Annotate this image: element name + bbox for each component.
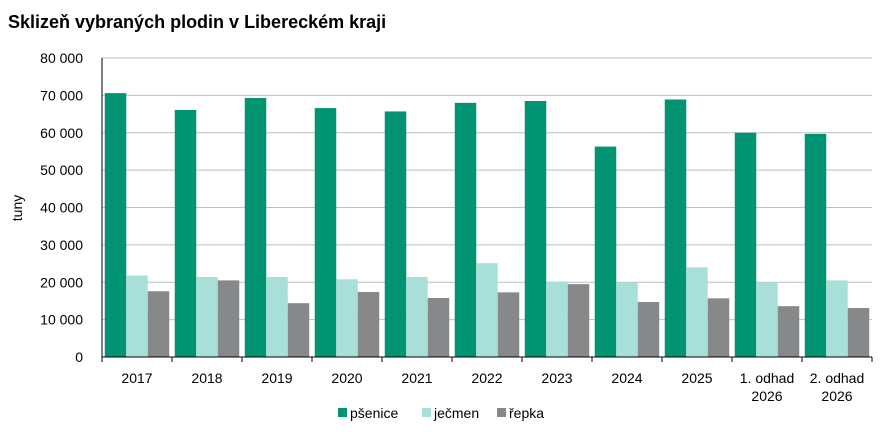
y-tick-label: 50 000	[40, 162, 83, 178]
bar-repka	[707, 298, 730, 357]
bar-repka	[357, 291, 380, 357]
bar-jecmen	[616, 282, 638, 357]
legend-label: ječmen	[433, 405, 479, 421]
y-tick-label: 20 000	[40, 274, 83, 290]
bar-jecmen	[686, 267, 708, 357]
x-tick-label: 2025	[681, 370, 712, 386]
legend: pšenice ječmen řepka	[338, 405, 544, 421]
bar-psenice	[244, 97, 267, 358]
bar-repka	[497, 292, 520, 357]
bar-repka	[427, 297, 450, 357]
x-tick-label: 2023	[541, 370, 572, 386]
bar-psenice	[664, 99, 687, 357]
legend-swatch	[497, 408, 506, 417]
bar-repka	[637, 302, 660, 357]
legend-label: řepka	[509, 405, 544, 421]
bar-repka	[147, 291, 170, 357]
x-tick-label: 2024	[611, 370, 642, 386]
bar-psenice	[524, 100, 547, 357]
x-tick-label: 2020	[331, 370, 362, 386]
legend-swatch	[338, 408, 347, 417]
y-tick-label: 10 000	[40, 312, 83, 328]
x-tick-label: 2019	[261, 370, 292, 386]
bar-repka	[847, 308, 870, 357]
bar-psenice	[594, 146, 617, 357]
bar-psenice	[454, 102, 477, 357]
bar-psenice	[174, 109, 197, 357]
y-tick-label: 60 000	[40, 125, 83, 141]
bar-psenice	[734, 132, 757, 357]
y-tick-label: 70 000	[40, 87, 83, 103]
y-tick-label: 40 000	[40, 200, 83, 216]
y-tick-label: 30 000	[40, 237, 83, 253]
x-tick-label: 2. odhad 2026	[810, 370, 865, 404]
bar-repka	[217, 280, 240, 357]
bar-repka	[777, 306, 800, 357]
bar-jecmen	[126, 275, 148, 357]
y-tick-labels: 0 10 000 20 000 30 000 40 000 50 000 60 000 70 …	[40, 50, 83, 365]
y-axis-label: tuny	[9, 195, 25, 221]
bar-jecmen	[336, 279, 358, 357]
legend-swatch	[422, 408, 431, 417]
bar-jecmen	[826, 280, 848, 357]
bar-jecmen	[196, 277, 218, 357]
bar-psenice	[314, 108, 337, 358]
bar-psenice	[104, 93, 127, 357]
bar-jecmen	[756, 282, 778, 357]
bar-psenice	[384, 111, 407, 357]
x-tick-label: 2017	[121, 370, 152, 386]
x-tick-label: 2021	[401, 370, 432, 386]
axes	[101, 58, 873, 362]
x-tick-label: 1. odhad 2026	[740, 370, 795, 404]
x-tick-label: 2022	[471, 370, 502, 386]
bar-repka	[287, 303, 310, 357]
legend-label: pšenice	[350, 405, 398, 421]
x-tick-labels: 2017 2018 2019 2020 2021 2022 2023 2024 2025 1. o…	[121, 370, 864, 404]
y-tick-label: 80 000	[40, 50, 83, 66]
bar-jecmen	[406, 277, 428, 357]
chart-title: Sklizeň vybraných plodin v Libereckém kr…	[8, 12, 387, 32]
bar-jecmen	[266, 277, 288, 357]
bars	[104, 93, 870, 358]
x-tick-label: 2018	[191, 370, 222, 386]
bar-repka	[567, 284, 590, 357]
bar-jecmen	[546, 281, 568, 357]
y-tick-label: 0	[75, 349, 83, 365]
bar-psenice	[804, 133, 827, 357]
bar-jecmen	[476, 263, 498, 357]
